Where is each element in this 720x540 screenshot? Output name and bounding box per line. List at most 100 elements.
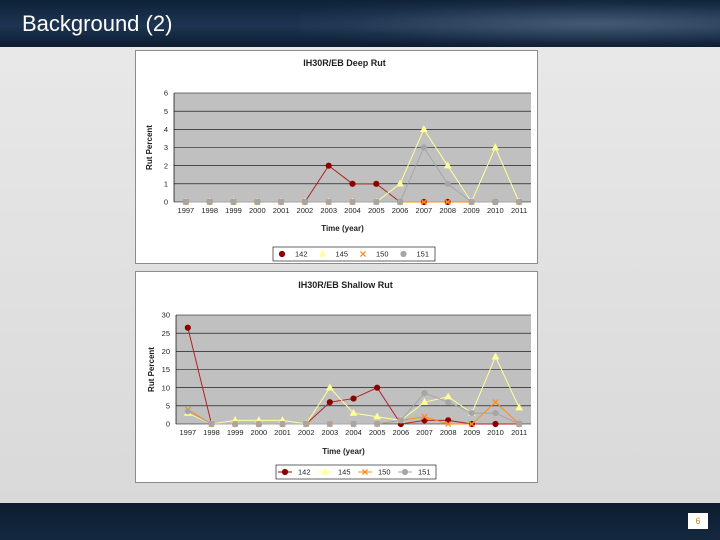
y-tick-label: 6 [164, 89, 168, 98]
legend-box [275, 464, 437, 480]
data-point-150 [468, 420, 475, 428]
x-tick-label: 2011 [511, 206, 527, 215]
x-tick-label: 2001 [273, 206, 290, 215]
y-tick-label: 1 [164, 179, 168, 188]
x-tick-label: 2002 [298, 428, 315, 437]
x-tick-label: 2004 [344, 206, 361, 215]
x-tick-label: 2010 [487, 428, 504, 437]
data-point-151 [468, 410, 475, 417]
data-point-150 [492, 399, 499, 406]
legend-marker-145 [321, 467, 329, 475]
data-point-142 [374, 384, 381, 391]
x-tick-label: 2009 [463, 428, 480, 437]
data-point-150 [420, 198, 427, 206]
slide-header: Background (2) [0, 0, 720, 47]
data-point-142 [492, 420, 499, 428]
y-tick-label: 2 [164, 161, 168, 170]
data-point-151 [445, 399, 452, 406]
y-tick-label: 15 [162, 365, 170, 374]
data-point-151 [255, 420, 262, 428]
data-point-150 [445, 420, 452, 428]
x-tick-label: 2010 [487, 206, 504, 215]
x-tick-label: 2002 [297, 206, 314, 215]
x-tick-label: 1997 [179, 428, 196, 437]
x-tick-label: 1998 [203, 428, 220, 437]
data-point-145 [491, 352, 500, 360]
data-point-151 [492, 410, 499, 417]
data-point-151 [278, 198, 285, 206]
data-point-145 [325, 383, 334, 391]
legend-label-142: 142 [295, 250, 308, 259]
y-tick-label: 10 [162, 383, 170, 392]
data-point-151 [373, 198, 380, 206]
data-point-151 [421, 390, 428, 397]
x-tick-label: 2000 [250, 428, 267, 437]
page-number: 6 [688, 513, 708, 529]
shallow-rut-chart-svg: IH30R/EB Shallow Rut 0 5 10 15 20 25 30 1997 1998… [147, 280, 531, 480]
data-point-151 [303, 420, 310, 428]
x-tick-label: 1999 [227, 428, 244, 437]
data-point-151 [325, 198, 332, 206]
legend-label-151: 151 [418, 468, 431, 477]
legend-box [272, 246, 436, 262]
legend-label-142: 142 [298, 468, 311, 477]
data-point-151 [492, 198, 499, 206]
data-point-151 [206, 198, 213, 206]
x-tick-label: 2006 [392, 206, 409, 215]
y-tick-label: 0 [164, 198, 168, 207]
data-point-145 [396, 179, 404, 187]
y-tick-label: 5 [164, 107, 168, 116]
x-axis-label: Time (year) [322, 447, 365, 456]
y-tick-label: 3 [164, 143, 168, 152]
x-tick-label: 2008 [439, 206, 456, 215]
data-point-151 [232, 420, 239, 428]
legend-marker-142 [281, 468, 289, 476]
legend-label-145: 145 [336, 250, 349, 259]
data-point-142 [326, 399, 333, 406]
data-point-145 [444, 392, 453, 400]
data-point-142 [421, 417, 428, 424]
deep-rut-chart-svg: IH30R/EB Deep Rut 0 1 2 3 4 5 6 1997 1998 1999 2000… [145, 58, 531, 262]
data-point-151 [230, 198, 237, 206]
x-tick-label: 2005 [369, 428, 386, 437]
slide-title: Background (2) [22, 11, 173, 36]
x-tick-label: 2009 [463, 206, 480, 215]
legend-label-145: 145 [338, 468, 351, 477]
data-point-150 [444, 198, 451, 206]
data-point-151 [184, 408, 191, 415]
data-point-151 [349, 198, 356, 206]
legend-marker-142 [278, 250, 286, 258]
deep-rut-chart: IH30R/EB Deep Rut 0 1 2 3 4 5 6 1997 1998 1999 2000… [135, 50, 538, 264]
x-tick-label: 2000 [249, 206, 266, 215]
data-point-151 [468, 198, 475, 206]
data-point-151 [326, 420, 333, 428]
y-axis-label: Rut Percent [145, 125, 154, 170]
data-point-142 [350, 395, 357, 402]
data-point-151 [516, 198, 523, 206]
x-tick-label: 2006 [392, 428, 409, 437]
x-tick-label: 1997 [178, 206, 195, 215]
y-axis-label: Rut Percent [147, 347, 156, 392]
data-point-151 [397, 417, 404, 424]
data-point-151 [397, 198, 404, 206]
y-tick-label: 4 [164, 125, 168, 134]
y-tick-label: 5 [166, 401, 170, 410]
data-point-142 [445, 417, 452, 424]
data-point-145 [515, 403, 524, 411]
data-point-145 [491, 143, 500, 151]
data-point-145 [349, 408, 358, 416]
x-tick-label: 2003 [320, 206, 337, 215]
data-point-145 [420, 397, 429, 405]
data-point-151 [350, 420, 357, 428]
data-point-145 [373, 412, 382, 420]
data-point-150 [421, 413, 428, 420]
data-point-142 [349, 180, 356, 187]
data-point-142 [373, 180, 380, 187]
shallow-rut-chart: IH30R/EB Shallow Rut 0 5 10 15 20 25 30 1997 1998… [135, 271, 538, 483]
data-point-151 [374, 420, 381, 428]
legend-marker-145 [318, 249, 327, 257]
slide-footer [0, 503, 720, 540]
data-point-151 [516, 420, 523, 428]
x-axis-label: Time (year) [321, 224, 364, 233]
data-point-151 [254, 198, 261, 206]
